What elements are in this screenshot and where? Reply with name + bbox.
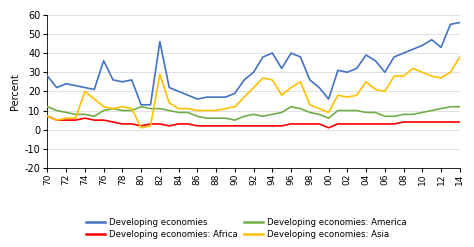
Y-axis label: Percent: Percent — [10, 73, 20, 110]
Legend: Developing economies, Developing economies: Africa, Developing economies: Americ: Developing economies, Developing economi… — [83, 214, 410, 243]
